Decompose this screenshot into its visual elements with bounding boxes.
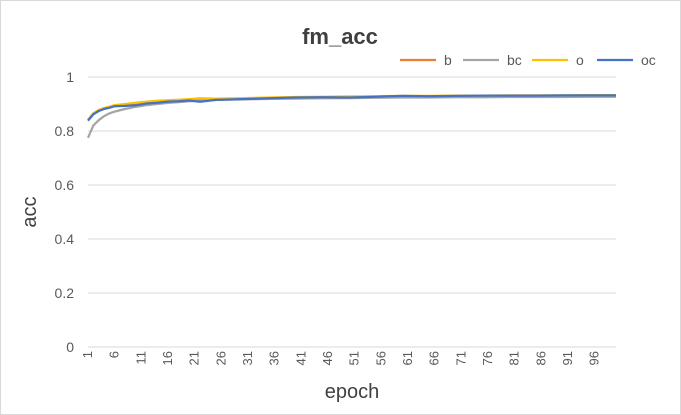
y-tick-label: 0.8 [55,123,75,139]
x-tick-label: 11 [133,351,148,365]
legend-label-oc: oc [641,52,656,68]
series-lines [86,93,616,139]
x-tick-label: 61 [400,351,415,365]
x-tick-label: 46 [320,351,335,365]
x-tick-label: 36 [267,351,282,365]
y-tick-label: 0.6 [55,177,75,193]
x-tick-label: 81 [507,351,522,365]
series-line-oc [87,94,616,122]
x-tick-label: 56 [373,351,388,365]
chart-title: fm_acc [302,24,378,49]
x-tick-label: 51 [347,351,362,365]
x-tick-label: 1 [80,351,95,358]
x-tick-label: 21 [187,351,202,365]
x-tick-label: 91 [560,351,575,365]
x-axis-title: epoch [325,381,380,403]
x-tick-label: 26 [213,351,228,365]
y-tick-label: 0.2 [55,285,75,301]
x-tick-label: 41 [293,351,308,365]
x-tick-labels: 1 6 11 16 21 26 31 36 41 46 51 56 61 66 71 76 81 86 91 96 [80,351,602,365]
legend-label-bc: bc [507,52,522,68]
y-tick-label: 1 [66,69,74,85]
x-tick-label: 31 [240,351,255,365]
x-tick-label: 96 [587,351,602,365]
x-tick-label: 6 [107,351,122,358]
y-tick-labels: 0 0.2 0.4 0.6 0.8 1 [55,69,75,355]
legend-label-b: b [444,52,452,68]
y-tick-label: 0 [66,339,74,355]
legend-label-o: o [576,52,584,68]
y-tick-label: 0.4 [55,231,75,247]
x-tick-label: 71 [453,351,468,365]
x-tick-label: 86 [533,351,548,365]
x-tick-label: 16 [160,351,175,365]
x-tick-label: 66 [427,351,442,365]
legend: b bc o oc [400,52,656,68]
x-tick-label: 76 [480,351,495,365]
series-line-bc [86,95,616,139]
y-axis-title: acc [19,196,41,227]
gridlines [88,76,616,348]
